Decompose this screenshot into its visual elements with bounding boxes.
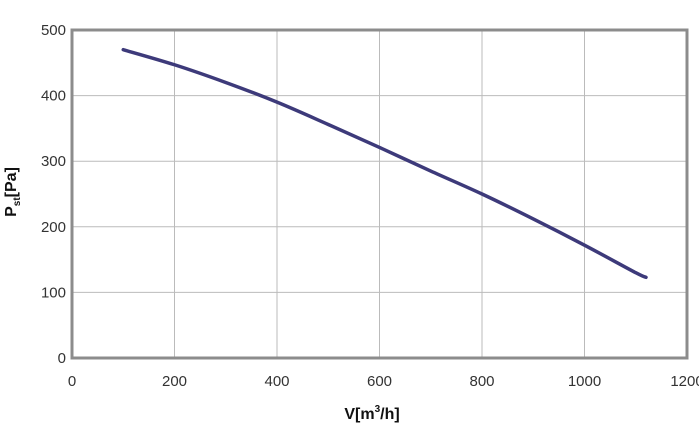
x-tick-label: 400 <box>264 373 289 390</box>
x-axis-title: V[m3/h] <box>344 404 399 423</box>
x-tick-label: 800 <box>469 373 494 390</box>
y-tick-labels: 0 100 200 300 400 500 <box>41 22 66 367</box>
plot-frame <box>70 28 689 360</box>
y-tick-label: 400 <box>41 88 66 105</box>
x-tick-label: 1000 <box>568 373 601 390</box>
grid-lines <box>71 29 688 359</box>
y-tick-label: 100 <box>41 284 66 301</box>
x-tick-label: 200 <box>162 373 187 390</box>
y-tick-label: 0 <box>58 350 66 367</box>
series-line-pressure <box>121 47 648 280</box>
y-tick-label: 300 <box>41 153 66 170</box>
x-tick-label: 600 <box>367 373 392 390</box>
y-tick-label: 500 <box>41 22 66 39</box>
y-tick-label: 200 <box>41 219 66 236</box>
y-axis-title: Pst[Pa] <box>3 167 23 217</box>
x-tick-label: 0 <box>68 373 76 390</box>
